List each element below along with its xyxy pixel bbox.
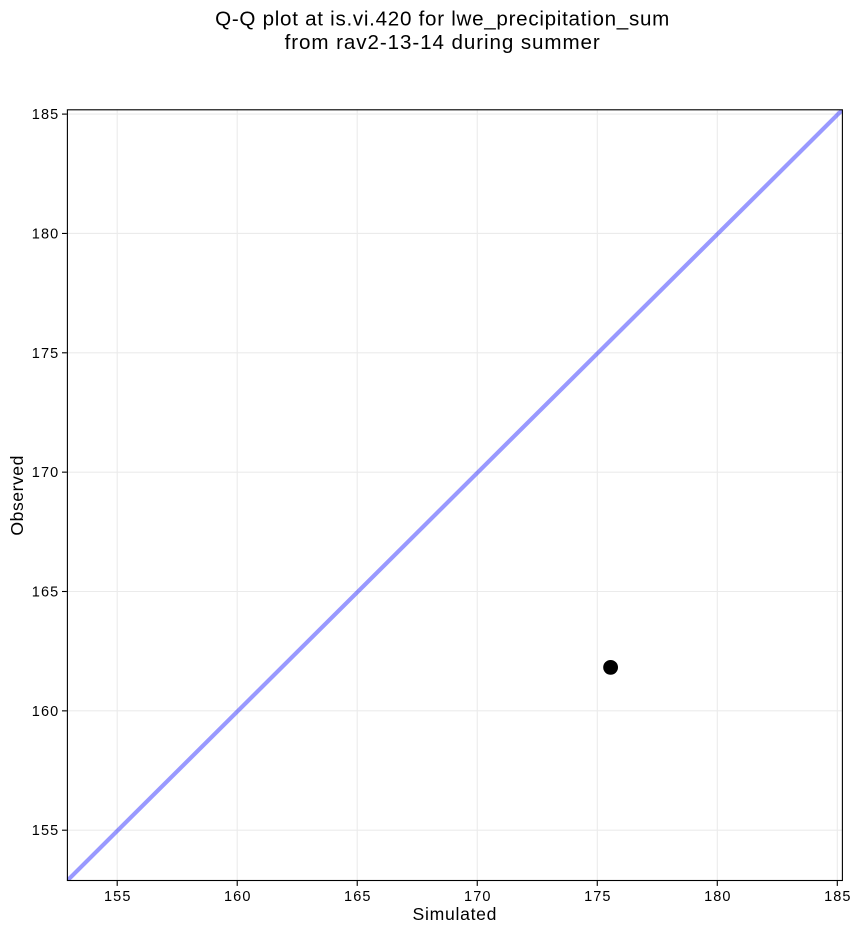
svg-text:Observed: Observed bbox=[7, 456, 27, 536]
svg-text:185: 185 bbox=[824, 889, 850, 905]
svg-text:185: 185 bbox=[32, 107, 58, 123]
svg-text:155: 155 bbox=[104, 889, 130, 905]
svg-text:170: 170 bbox=[32, 465, 58, 481]
svg-text:165: 165 bbox=[32, 585, 58, 601]
svg-text:Simulated: Simulated bbox=[413, 904, 497, 924]
svg-text:155: 155 bbox=[32, 823, 58, 839]
svg-text:165: 165 bbox=[344, 889, 370, 905]
svg-text:170: 170 bbox=[464, 889, 490, 905]
svg-text:180: 180 bbox=[32, 226, 58, 242]
svg-text:180: 180 bbox=[704, 889, 730, 905]
svg-text:175: 175 bbox=[32, 346, 58, 362]
svg-text:from rav2-13-14 during summer: from rav2-13-14 during summer bbox=[285, 31, 600, 54]
svg-text:175: 175 bbox=[584, 889, 610, 905]
svg-text:160: 160 bbox=[32, 704, 58, 720]
svg-text:Q-Q plot at is.vi.420 for lwe_: Q-Q plot at is.vi.420 for lwe_precipitat… bbox=[215, 8, 669, 31]
svg-text:160: 160 bbox=[224, 889, 250, 905]
